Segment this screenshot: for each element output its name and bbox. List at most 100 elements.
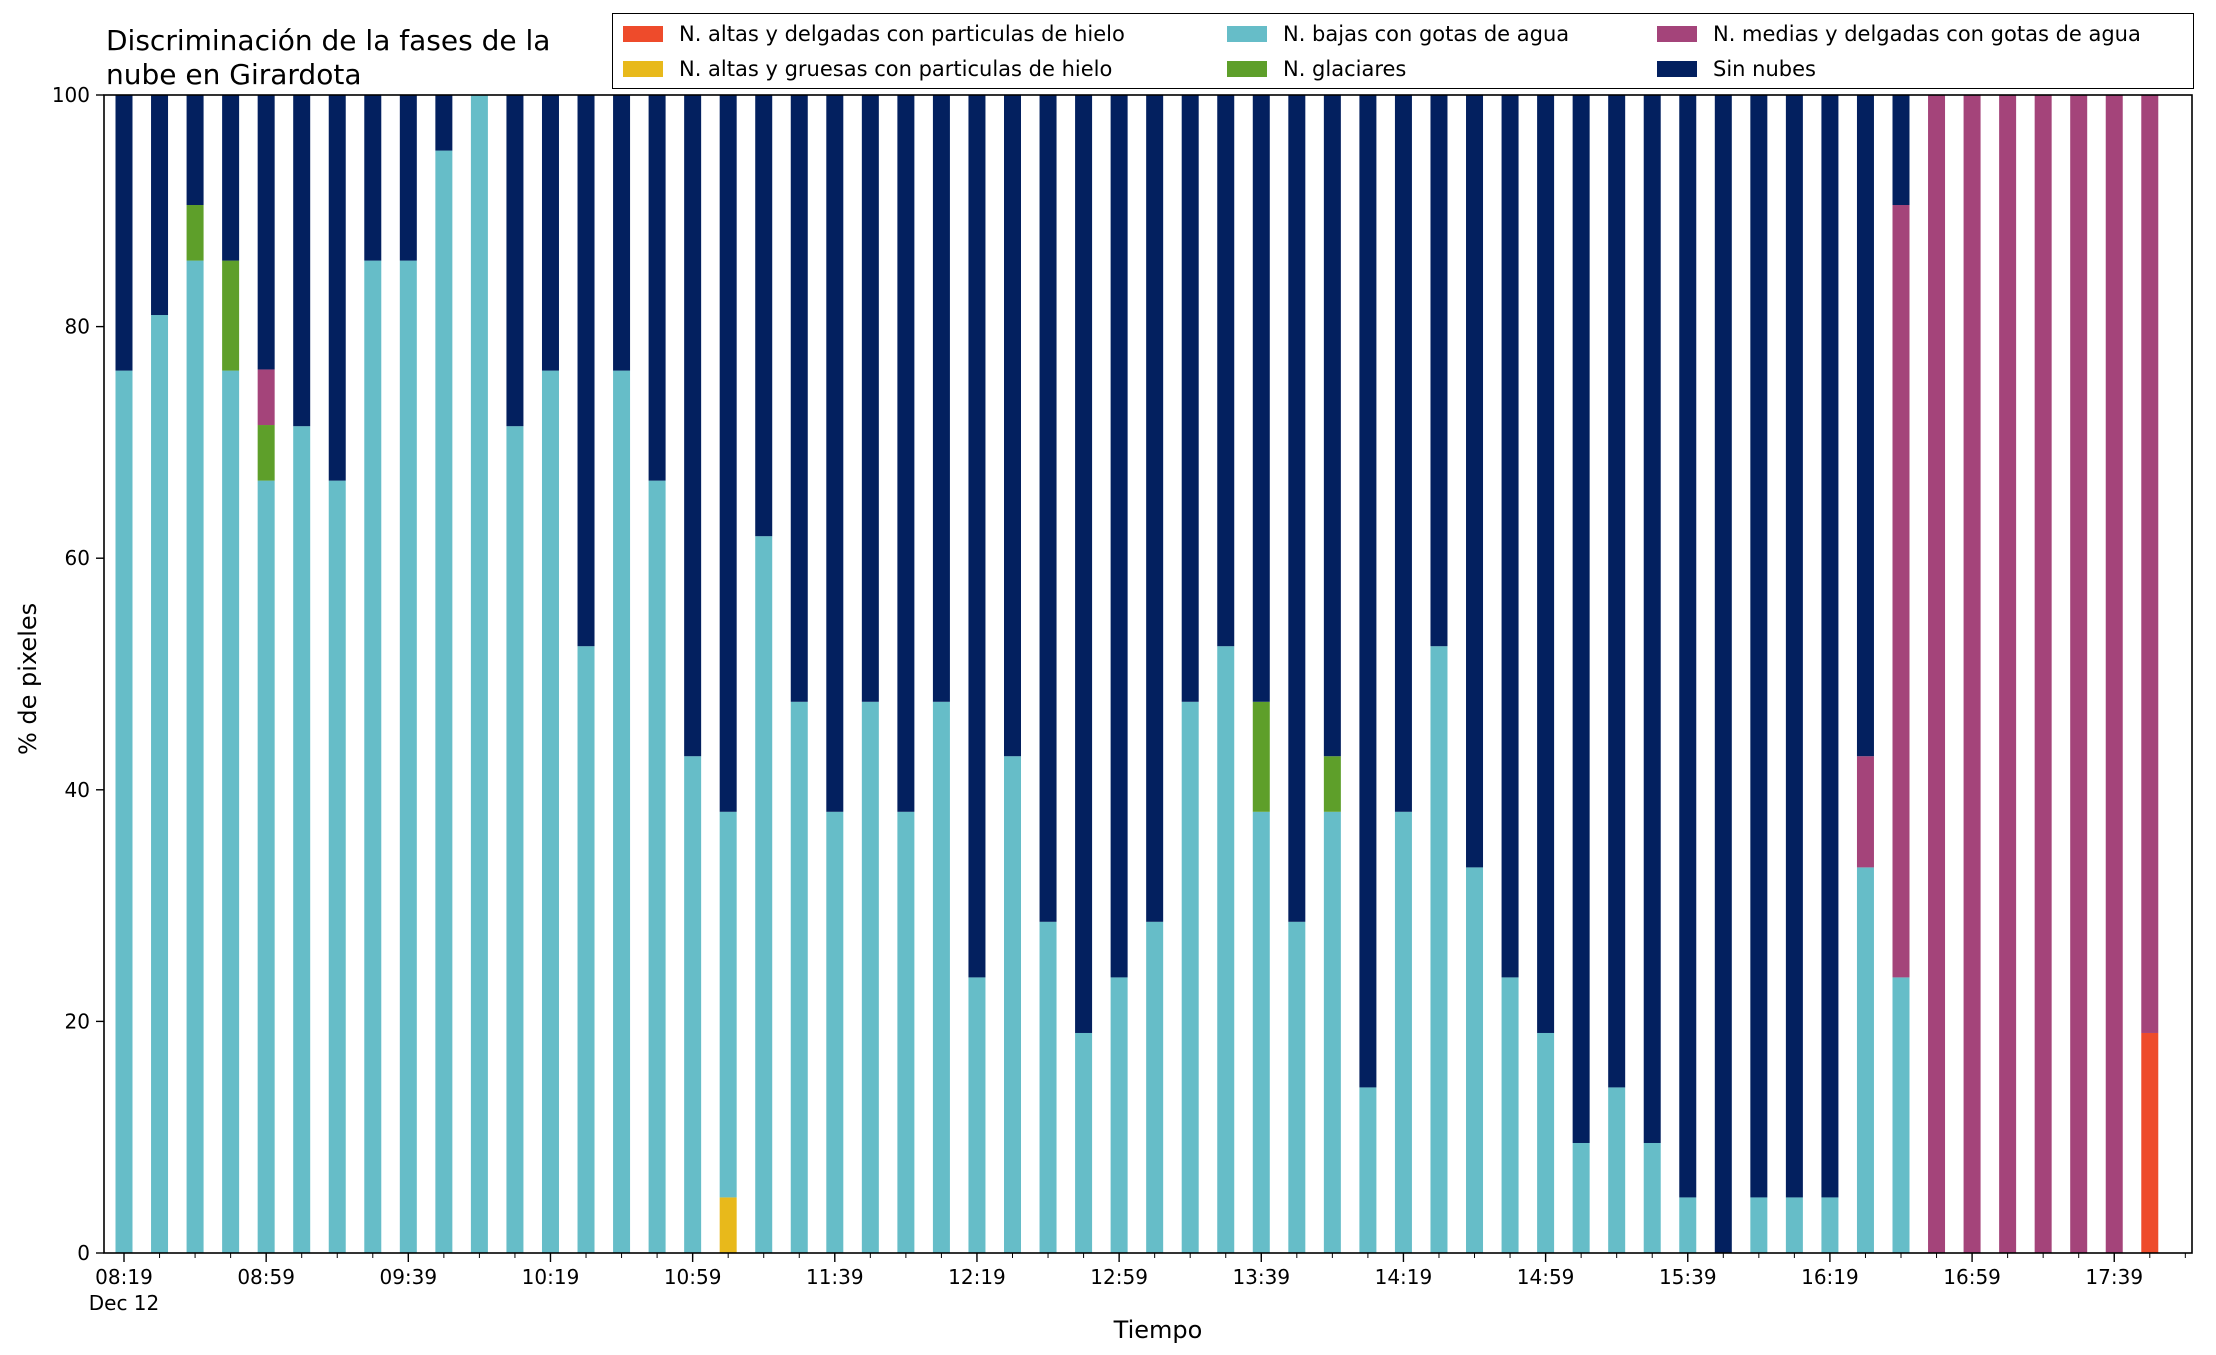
bar-segment-s5-t5 [293,95,311,427]
bar-segment-s2-t46 [1750,1197,1768,1253]
bar-segment-s2-t19 [790,701,808,1253]
legend-label: N. bajas con gotas de agua [1283,22,1570,46]
y-tick-label: 100 [52,83,90,107]
bar-segment-s2-t22 [897,811,915,1253]
bar-segment-s5-t4 [257,95,275,370]
bar-segment-s5-t28 [1110,95,1128,978]
bar-segment-s5-t20 [826,95,844,812]
bar-segment-s5-t13 [577,95,595,647]
bar-segment-s4-t50 [1892,205,1910,978]
bar-segment-s2-t2 [186,260,204,1254]
bar-segment-s5-t47 [1785,95,1803,1198]
bar-segment-s2-t48 [1821,1197,1839,1253]
x-tick-label: 08:19 [95,1265,153,1289]
x-tick-label: 14:19 [1375,1265,1433,1289]
bar-segment-s3-t3 [222,260,240,371]
bar-segment-s2-t14 [613,370,631,1254]
bar-segment-s2-t23 [932,701,950,1253]
bar-segment-s5-t11 [506,95,524,427]
bar-segment-s5-t34 [1323,95,1341,757]
chart-title-line-1: Discriminación de la fases de la [106,24,551,57]
y-axis-label: % de pixeles [14,602,42,755]
bar-segment-s3-t34 [1323,756,1341,812]
bar-segment-s5-t2 [186,95,204,206]
legend-label: Sin nubes [1713,57,1816,81]
y-tick-label: 60 [65,546,90,570]
bar-segment-s4-t57 [2141,95,2159,1033]
bar-segment-s5-t45 [1714,95,1732,1253]
bar-segment-s2-t13 [577,646,595,1253]
bar-segment-s5-t23 [932,95,950,702]
bar-segment-s2-t42 [1608,1087,1626,1253]
legend-item-altas-gruesas: N. altas y gruesas con particulas de hie… [623,55,1112,83]
legend-item-glaciares: N. glaciares [1227,55,1406,83]
bar-segment-s5-t26 [1039,95,1057,922]
bar-segment-s2-t10 [470,95,488,1253]
legend-swatch [1657,61,1697,77]
x-tick-label: 14:59 [1517,1265,1575,1289]
bar-segment-s2-t38 [1466,867,1484,1253]
bar-segment-s5-t7 [364,95,382,261]
bar-segment-s5-t3 [222,95,240,261]
bar-segment-s2-t30 [1181,701,1199,1253]
bar-segment-s5-t27 [1075,95,1093,1033]
bar-segment-s4-t51 [1928,95,1946,1253]
legend-swatch [623,61,663,77]
bar-segment-s5-t33 [1288,95,1306,922]
bar-segment-s5-t1 [151,95,169,316]
bar-segment-s4-t53 [1999,95,2017,1253]
bar-segment-s5-t40 [1537,95,1555,1033]
bar-segment-s2-t40 [1537,1032,1555,1253]
bar-segment-s2-t18 [755,536,773,1253]
bar-segment-s2-t41 [1572,1142,1590,1253]
chart-title-line-2: nube en Girardota [106,58,362,91]
plot-frame [103,94,2193,1254]
bar-segment-s5-t41 [1572,95,1590,1143]
bar-segment-s5-t19 [790,95,808,702]
bar-segment-s2-t21 [861,701,879,1253]
x-tick-label: 11:39 [806,1265,864,1289]
bar-segment-s2-t12 [541,370,559,1254]
bar-segment-s5-t37 [1430,95,1448,647]
bar-segment-s2-t20 [826,811,844,1253]
bar-segment-s5-t15 [648,95,666,481]
bar-segment-s4-t56 [2105,95,2123,1253]
legend-swatch [1657,26,1697,42]
bar-segment-s2-t43 [1643,1142,1661,1253]
x-tick-date-label: Dec 12 [89,1291,160,1315]
bar-segment-s5-t32 [1252,95,1270,702]
bar-segment-s2-t15 [648,480,666,1253]
bar-segment-s2-t31 [1217,646,1235,1253]
bar-segment-s5-t8 [399,95,417,261]
bar-segment-s2-t9 [435,150,453,1254]
bar-segment-s2-t47 [1785,1197,1803,1253]
bar-segment-s5-t35 [1359,95,1377,1088]
bar-segment-s5-t39 [1501,95,1519,978]
bar-segment-s2-t4 [257,480,275,1253]
bar-segment-s2-t0 [115,370,133,1254]
bar-segment-s4-t55 [2070,95,2088,1253]
bar-segment-s1-t17 [719,1197,737,1253]
bar-segment-s4-t49 [1856,756,1874,868]
bars-layer [115,95,2159,1254]
bar-segment-s2-t39 [1501,977,1519,1253]
legend-label: N. altas y delgadas con particulas de hi… [679,22,1125,46]
bar-segment-s2-t28 [1110,977,1128,1253]
bar-segment-s5-t49 [1856,95,1874,757]
bar-segment-s2-t1 [151,315,169,1253]
bar-segment-s2-t50 [1892,977,1910,1253]
chart-legend: N. altas y delgadas con particulas de hi… [612,13,2194,89]
bar-segment-s5-t16 [684,95,702,757]
bar-segment-s5-t48 [1821,95,1839,1198]
bar-segment-s5-t38 [1466,95,1484,868]
x-tick-label: 17:39 [2085,1265,2143,1289]
bar-segment-s2-t32 [1252,811,1270,1253]
legend-item-sin-nubes: Sin nubes [1657,55,1816,83]
bar-segment-s2-t17 [719,811,737,1198]
bar-segment-s3-t32 [1252,701,1270,812]
bar-segment-s5-t46 [1750,95,1768,1198]
bar-segment-s4-t52 [1963,95,1981,1253]
x-tick-label: 16:59 [1943,1265,2001,1289]
bar-segment-s2-t34 [1323,811,1341,1253]
bar-segment-s2-t49 [1856,867,1874,1253]
